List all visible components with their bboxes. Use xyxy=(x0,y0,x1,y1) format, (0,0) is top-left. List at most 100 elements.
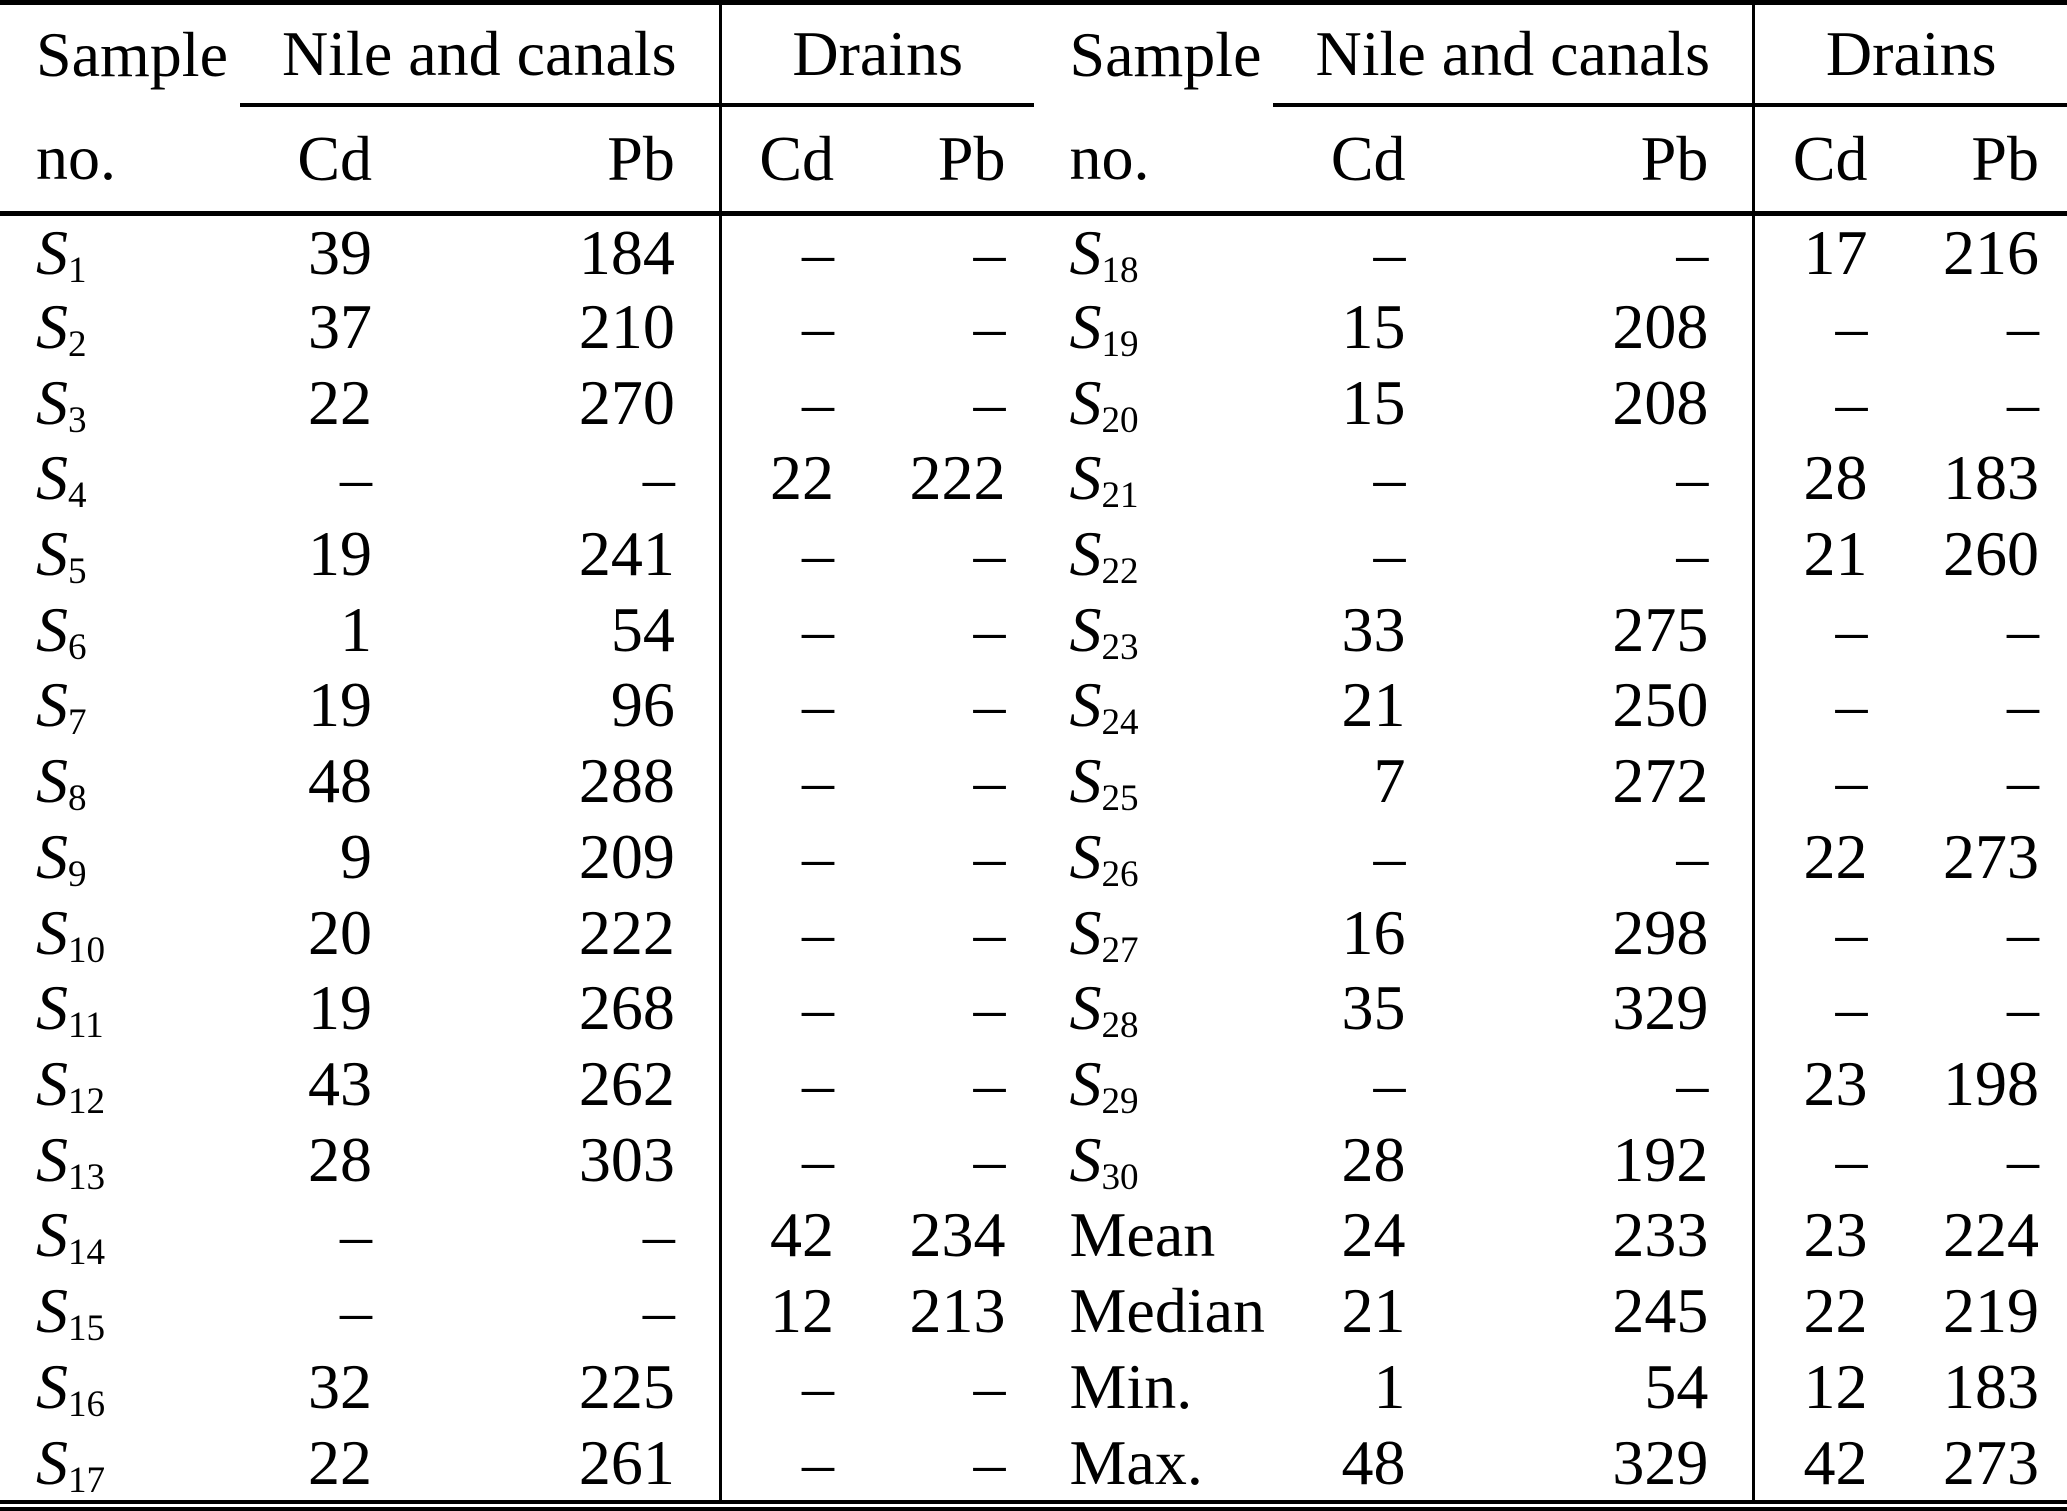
sample-label: S25 xyxy=(1069,745,1139,820)
nile-cd-header: Cd xyxy=(239,105,373,216)
drains-pb-value: 183 xyxy=(1943,442,2039,514)
nile-pb-value: 209 xyxy=(578,820,675,892)
drains-pb-value: 198 xyxy=(1943,1047,2039,1119)
nile-pb-value: 268 xyxy=(578,972,675,1044)
drains-pb-value: – xyxy=(973,1426,1006,1498)
drains-cd-value: – xyxy=(718,1121,835,1198)
drains-cd-value: – xyxy=(1752,970,1868,1046)
nile-cd-value: – xyxy=(1373,820,1406,892)
nile-cd-value: 28 xyxy=(1341,1123,1406,1195)
drains-cd-value: – xyxy=(718,1348,835,1425)
sample-label: S9 xyxy=(36,820,87,896)
table-row: S24 21 250– – xyxy=(1034,667,2067,743)
drains-pb-header: Pb xyxy=(1867,105,2067,216)
sample-label: S21 xyxy=(1069,442,1139,517)
nile-cd-header: Cd xyxy=(1273,105,1406,216)
drains-pb-value: 273 xyxy=(1943,1426,2039,1498)
sample-label: S28 xyxy=(1069,972,1139,1047)
nile-cd-value: 22 xyxy=(308,366,373,438)
drains-cd-value: – xyxy=(1752,591,1868,668)
nile-cd-value: 7 xyxy=(1373,745,1406,817)
table-row: Max. 48 329 42 273 xyxy=(1034,1424,2067,1500)
table-row: S3 22 270– – xyxy=(0,364,1034,441)
table-header-left: Sample Nile and canals Drains no. Cd Pb … xyxy=(0,5,1034,216)
drains-pb-value: – xyxy=(2007,1123,2039,1195)
drains-pb-value: 219 xyxy=(1943,1275,2039,1347)
drains-cd-value: 21 xyxy=(1752,515,1868,592)
group-header-nile-and-canals: Nile and canals xyxy=(239,5,721,107)
table-row: S22– –21 260 xyxy=(1034,515,2067,592)
nile-cd-value: – xyxy=(1373,442,1406,514)
drains-cd-value: – xyxy=(718,1045,835,1122)
group-header-drains: Drains xyxy=(1752,5,2067,107)
sample-no-header: no. xyxy=(0,105,240,216)
sample-label: S6 xyxy=(36,593,87,668)
drains-pb-value: – xyxy=(973,820,1006,892)
drains-pb-value: – xyxy=(973,290,1006,362)
drains-pb-value: 224 xyxy=(1943,1199,2039,1271)
sample-header: Sample xyxy=(36,19,228,91)
drains-cd-value: – xyxy=(1752,742,1868,819)
drains-pb-value: – xyxy=(2007,745,2039,817)
nile-pb-value: 184 xyxy=(578,216,675,288)
nile-pb-value: 54 xyxy=(610,593,675,665)
table-row: Mean 24 233 23 224 xyxy=(1034,1197,2067,1273)
nile-cd-value: 15 xyxy=(1341,366,1406,438)
sample-label: S7 xyxy=(36,669,87,744)
table-row: S20 15 208– – xyxy=(1034,364,2067,441)
drains-pb-value: 216 xyxy=(1943,216,2039,288)
sample-label: Max. xyxy=(1069,1426,1203,1498)
nile-pb-value: 233 xyxy=(1612,1199,1709,1271)
nile-cd-value: 9 xyxy=(340,820,373,892)
nile-pb-value: 261 xyxy=(578,1426,675,1498)
drains-pb-value: – xyxy=(2007,669,2039,741)
drains-cd-value: – xyxy=(718,213,835,289)
drains-cd-value: 17 xyxy=(1752,213,1868,289)
drains-cd-header: Cd xyxy=(718,105,835,216)
sample-label: S15 xyxy=(36,1275,106,1350)
drains-cd-value: – xyxy=(718,818,835,895)
table-row: Min. 1 54 12 183 xyxy=(1034,1348,2067,1425)
drains-cd-value: – xyxy=(718,970,835,1046)
table-row: S28 35 329– – xyxy=(1034,970,2067,1046)
drains-cd-value: – xyxy=(718,364,835,441)
table-row: S19 15 208– – xyxy=(1034,288,2067,365)
drains-pb-value: 213 xyxy=(909,1275,1006,1347)
nile-pb-header: Pb xyxy=(372,105,721,216)
nile-pb-value: 303 xyxy=(578,1123,675,1195)
sample-label: S8 xyxy=(36,745,87,820)
table-row: S17 22 261– – xyxy=(0,1424,1034,1500)
sample-no-header: no. xyxy=(1033,105,1274,216)
table-row: S12 43 262– – xyxy=(0,1045,1034,1122)
table-row: S30 28 192– – xyxy=(1034,1121,2067,1198)
nile-cd-value: 22 xyxy=(308,1426,373,1498)
sample-label: S23 xyxy=(1069,593,1139,668)
nile-pb-value: – xyxy=(642,1275,675,1347)
sample-label: S2 xyxy=(36,290,87,366)
drains-cd-value: 22 xyxy=(1752,1272,1868,1349)
drains-cd-value: – xyxy=(1752,894,1868,971)
nile-cd-value: 37 xyxy=(308,290,373,362)
drains-cd-value: 23 xyxy=(1752,1045,1868,1122)
drains-cd-value: – xyxy=(1752,667,1868,743)
nile-cd-value: 21 xyxy=(1341,1275,1406,1347)
drains-pb-value: – xyxy=(2007,896,2039,968)
nile-cd-value: 15 xyxy=(1341,290,1406,362)
table-row: S23 33 275– – xyxy=(1034,591,2067,668)
group-header-drains: Drains xyxy=(718,5,1034,107)
nile-pb-value: 275 xyxy=(1612,593,1709,665)
drains-cd-value: 42 xyxy=(1752,1424,1868,1500)
sample-label: S3 xyxy=(36,366,87,441)
drains-cd-value: – xyxy=(718,894,835,971)
nile-pb-value: 210 xyxy=(578,290,675,362)
nile-cd-value: – xyxy=(1373,216,1406,288)
sample-label: S24 xyxy=(1069,669,1139,744)
nile-pb-header: Pb xyxy=(1405,105,1754,216)
sample-label: S26 xyxy=(1069,820,1139,896)
sample-label: S4 xyxy=(36,442,87,517)
table-row: S2 37 210– – xyxy=(0,288,1034,366)
drains-pb-value: – xyxy=(2007,290,2039,362)
header-group-row: Sample Nile and canals Drains xyxy=(1034,5,2067,107)
drains-pb-value: 260 xyxy=(1943,518,2039,590)
table-row: S6 1 54– – xyxy=(0,591,1034,668)
